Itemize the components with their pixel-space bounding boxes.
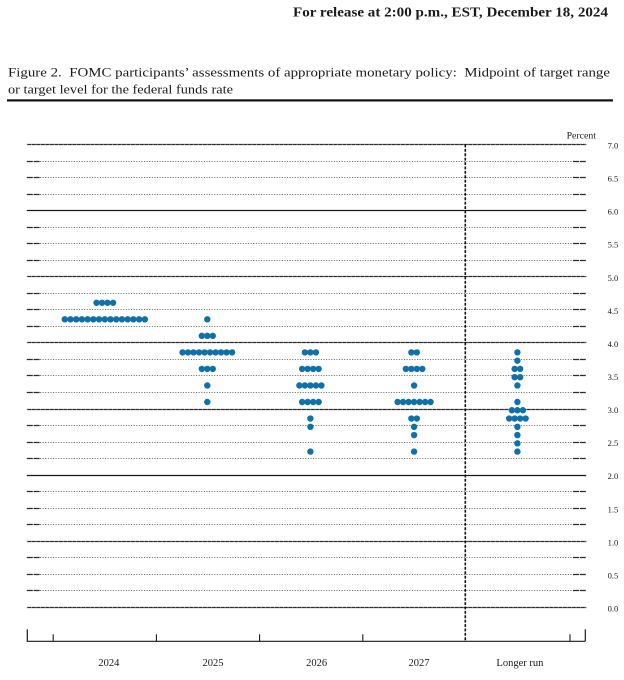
svg-text:Longer run: Longer run — [496, 658, 544, 669]
svg-text:0.0: 0.0 — [608, 603, 619, 613]
svg-text:3.0: 3.0 — [608, 405, 619, 415]
svg-text:0.5: 0.5 — [608, 570, 619, 580]
svg-text:2.0: 2.0 — [608, 471, 619, 481]
svg-text:1.5: 1.5 — [608, 504, 619, 514]
svg-text:4.0: 4.0 — [608, 339, 619, 349]
svg-text:6.5: 6.5 — [608, 174, 619, 184]
svg-text:5.0: 5.0 — [608, 273, 619, 283]
svg-text:6.0: 6.0 — [608, 207, 619, 217]
svg-text:For release at 2:00 p.m., EST,: For release at 2:00 p.m., EST, December … — [293, 5, 608, 20]
svg-text:Percent: Percent — [567, 131, 597, 142]
svg-text:5.5: 5.5 — [608, 240, 619, 250]
svg-text:2.5: 2.5 — [608, 438, 619, 448]
svg-text:4.5: 4.5 — [608, 306, 619, 316]
svg-text:3.5: 3.5 — [608, 372, 619, 382]
svg-text:2027: 2027 — [409, 658, 430, 669]
svg-text:2024: 2024 — [98, 658, 120, 669]
svg-text:or target level for the federa: or target level for the federal funds ra… — [8, 81, 233, 96]
svg-text:7.0: 7.0 — [608, 141, 619, 151]
svg-text:2026: 2026 — [306, 658, 327, 669]
svg-text:Figure 2. FOMC participants’: Figure 2. FOMC participants’ assessments… — [8, 65, 610, 80]
svg-text:1.0: 1.0 — [608, 537, 619, 547]
svg-text:2025: 2025 — [203, 658, 224, 669]
